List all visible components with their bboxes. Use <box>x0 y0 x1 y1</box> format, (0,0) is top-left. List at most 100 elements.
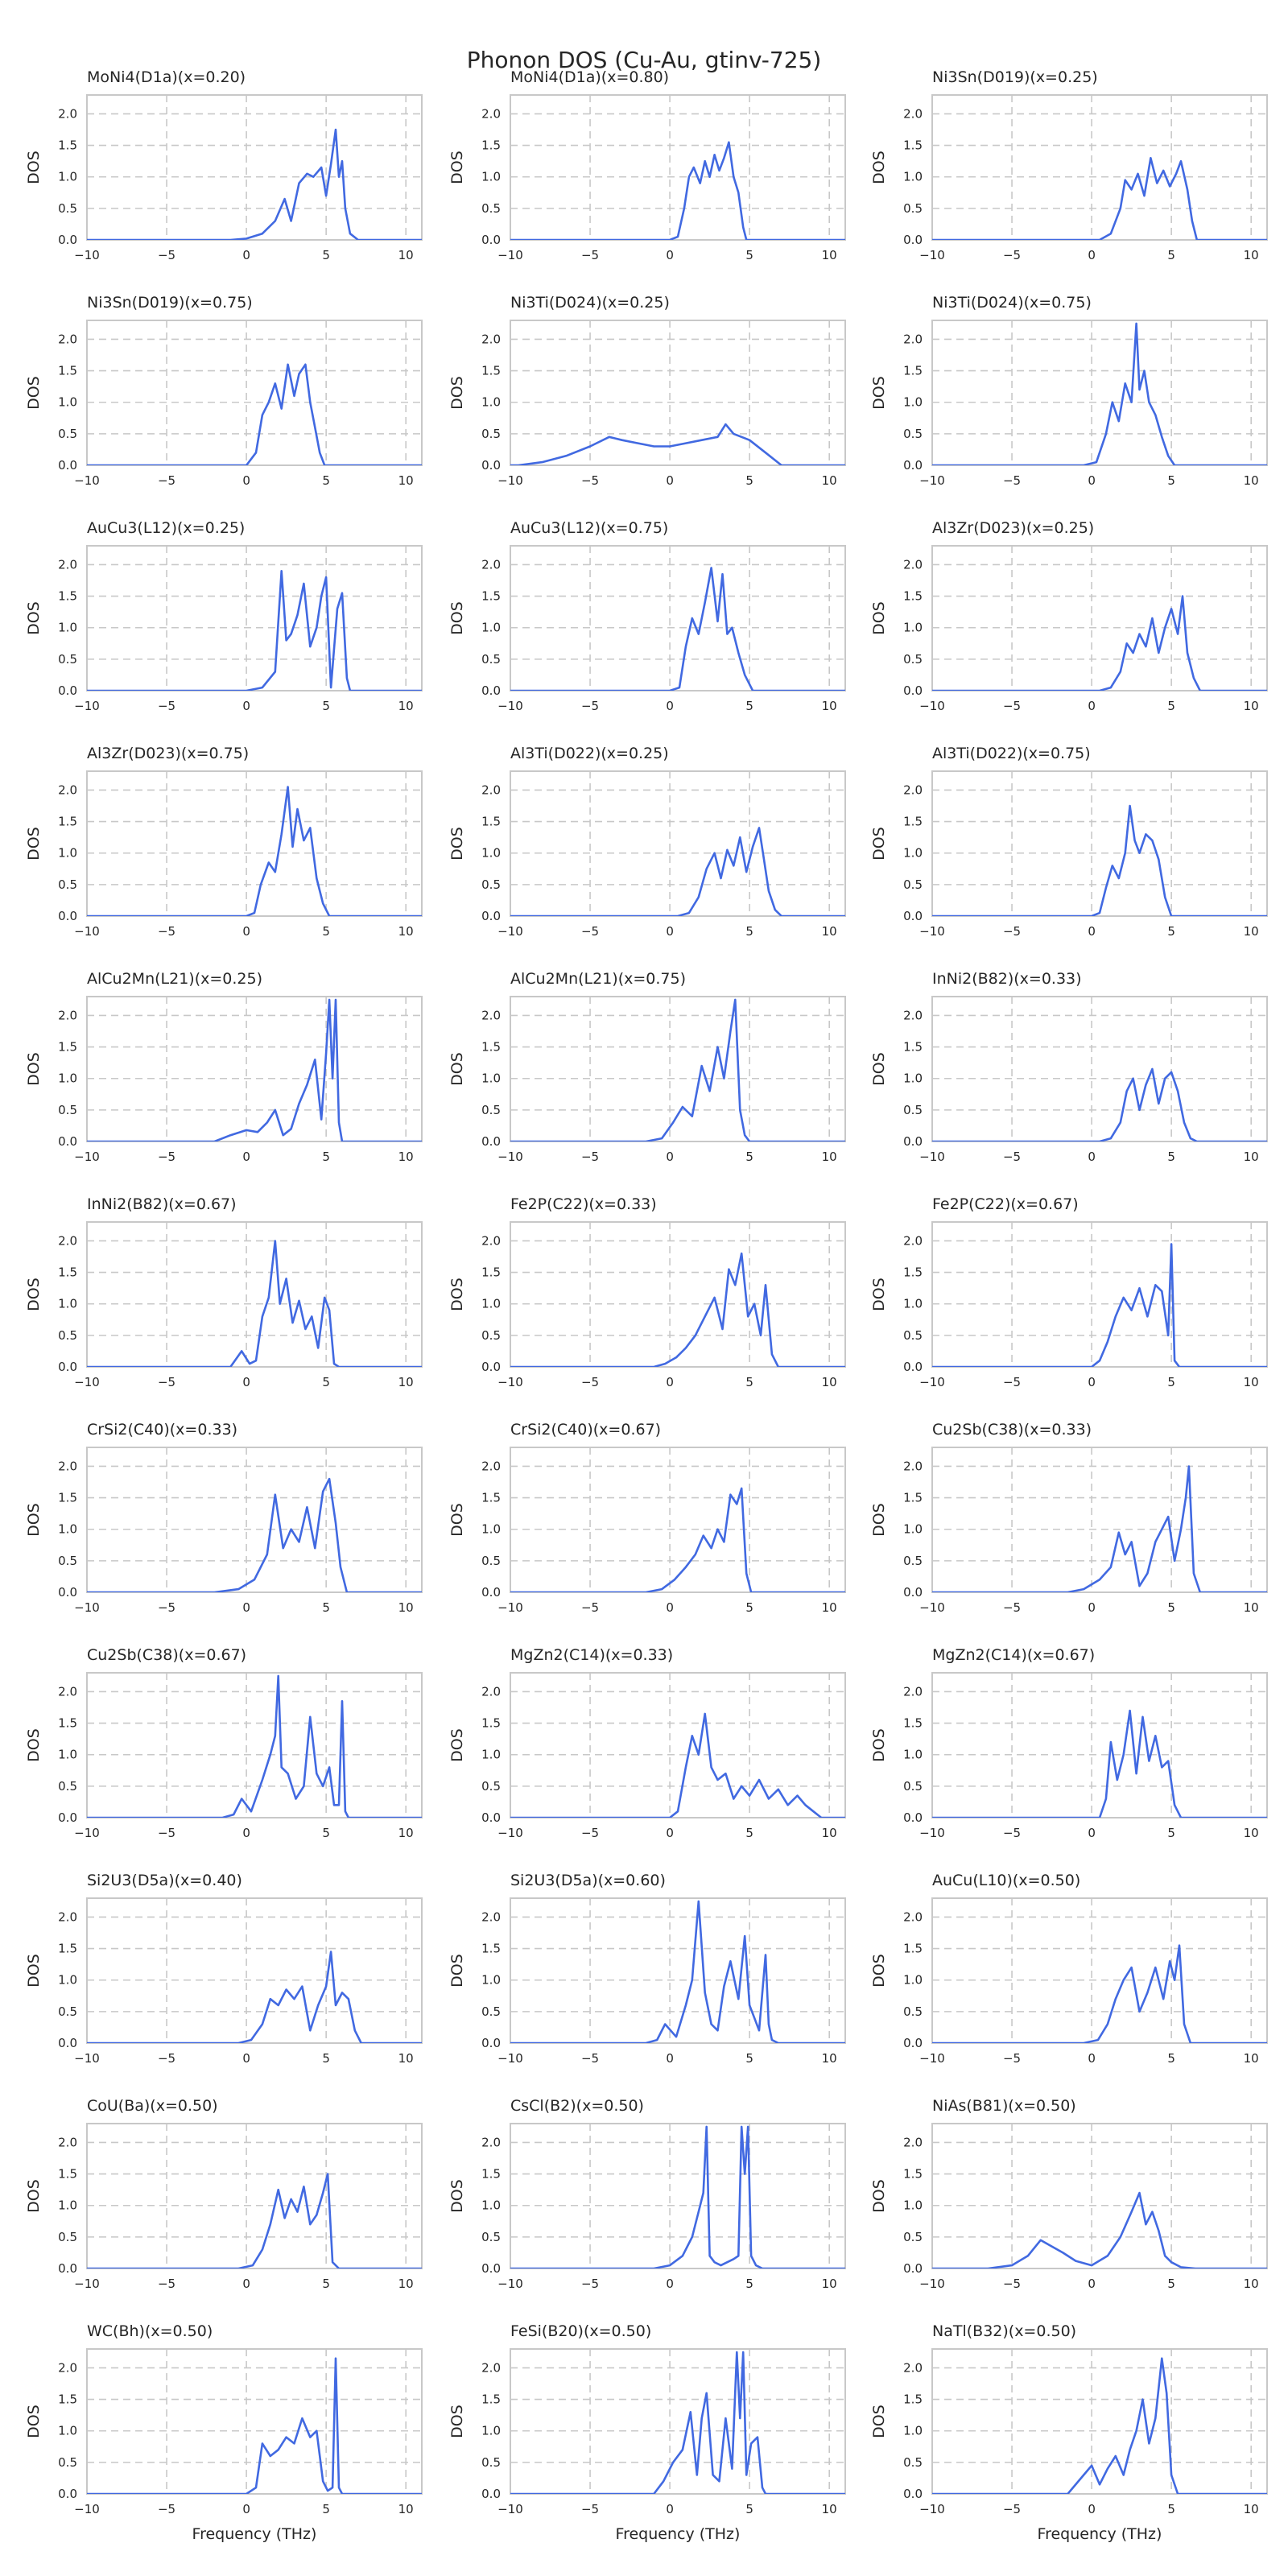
dos-curve <box>932 2191 1267 2268</box>
y-tick-label: 1.5 <box>58 815 77 829</box>
y-axis-label: DOS <box>25 151 43 184</box>
x-tick-label: 0 <box>242 1150 250 1164</box>
y-axis-label: DOS <box>25 1503 43 1537</box>
x-tick-label: −10 <box>497 2277 523 2291</box>
panel-title: MgZn2(C14)(x=0.67) <box>932 1646 1095 1664</box>
x-tick-label: −10 <box>919 473 945 488</box>
y-tick-label: 0.5 <box>481 427 501 441</box>
plot-frame <box>510 94 846 241</box>
x-tick-label: 10 <box>822 1375 837 1389</box>
dos-panel: −10 −5 0 5 10 0.0 0.5 1.0 1.5 2.0 Ni3Sn(D019)(x=0.… <box>870 68 1268 262</box>
x-tick-label: 0 <box>666 924 674 939</box>
plot-frame <box>510 1897 846 2044</box>
dos-curve <box>87 1951 422 2043</box>
plot-frame <box>86 1447 423 1593</box>
y-tick-label: 1.5 <box>481 815 501 829</box>
y-tick-label: 1.0 <box>481 846 501 861</box>
x-tick-label: −10 <box>74 1826 100 1840</box>
x-tick-label: 5 <box>322 248 330 262</box>
y-tick-label: 2.0 <box>481 1008 501 1022</box>
x-tick-label: −10 <box>919 1826 945 1840</box>
y-tick-label: 0.0 <box>903 2487 923 2501</box>
x-tick-label: 10 <box>1244 1600 1259 1615</box>
dos-panel: −10 −5 0 5 10 0.0 0.5 1.0 1.5 2.0 Cu2Sb(C38)(x=0.6… <box>25 1646 423 1840</box>
y-tick-label: 2.0 <box>481 1684 501 1699</box>
x-tick-label: 0 <box>1088 248 1096 262</box>
y-tick-label: 1.5 <box>481 1942 501 1956</box>
x-tick-label: 0 <box>1088 1150 1096 1164</box>
x-tick-label: 10 <box>1244 2277 1259 2291</box>
y-axis-label: DOS <box>25 601 43 635</box>
x-tick-label: 0 <box>666 2502 674 2516</box>
x-tick-label: −5 <box>581 248 599 262</box>
panel-title: Ni3Ti(D024)(x=0.25) <box>510 294 670 312</box>
dos-curve <box>87 128 422 240</box>
x-tick-label: 0 <box>242 1375 250 1389</box>
x-tick-label: 0 <box>1088 1600 1096 1615</box>
dos-panel: −10 −5 0 5 10 0.0 0.5 1.0 1.5 2.0 Cu2Sb(C38)(x=0.3… <box>870 1421 1268 1615</box>
y-tick-label: 2.0 <box>58 1909 77 1924</box>
panel-title: AuCu3(L12)(x=0.25) <box>87 519 245 537</box>
dos-panel: −10 −5 0 5 10 0.0 0.5 1.0 1.5 2.0 Fe2P(C22)(x=0.33… <box>448 1195 846 1389</box>
dos-curve <box>932 322 1267 465</box>
y-tick-label: 1.5 <box>58 364 77 378</box>
dos-curve <box>932 1067 1267 1141</box>
y-tick-label: 2.0 <box>481 1909 501 1924</box>
plot-frame <box>931 2123 1268 2269</box>
dos-curve <box>87 1477 422 1592</box>
x-tick-label: 5 <box>745 2502 753 2516</box>
y-tick-label: 1.0 <box>58 170 77 184</box>
y-axis-label: DOS <box>448 1052 466 1086</box>
plot-frame <box>510 770 846 917</box>
panel-title: CsCl(B2)(x=0.50) <box>510 2097 644 2115</box>
y-tick-label: 0.5 <box>481 201 501 216</box>
y-axis-label: DOS <box>25 376 43 410</box>
x-tick-label: −5 <box>1003 1150 1021 1164</box>
x-tick-label: −10 <box>497 1375 523 1389</box>
x-tick-label: 0 <box>1088 2051 1096 2066</box>
y-tick-label: 0.0 <box>903 2036 923 2050</box>
y-tick-label: 1.5 <box>903 1265 923 1280</box>
x-tick-label: −5 <box>1003 248 1021 262</box>
x-tick-label: 10 <box>398 2277 414 2291</box>
dos-panel: −10 −5 0 5 10 0.0 0.5 1.0 1.5 2.0 AlCu2Mn(L21)(x=0… <box>448 970 846 1164</box>
y-tick-label: 1.0 <box>903 170 923 184</box>
y-tick-label: 0.0 <box>58 1360 77 1374</box>
y-axis-label: DOS <box>25 1052 43 1086</box>
x-tick-label: −5 <box>158 248 175 262</box>
x-tick-label: −5 <box>581 2277 599 2291</box>
y-axis-label: DOS <box>870 1954 888 1988</box>
y-tick-label: 1.0 <box>481 395 501 410</box>
y-tick-label: 0.0 <box>903 683 923 698</box>
dos-panel: −10 −5 0 5 10 0.0 0.5 1.0 1.5 2.0 Ni3Ti(D024)(x=0.… <box>870 294 1268 488</box>
y-tick-label: 0.0 <box>903 2261 923 2276</box>
x-tick-label: −10 <box>497 699 523 713</box>
y-tick-label: 1.5 <box>481 589 501 604</box>
y-tick-label: 0.5 <box>481 2455 501 2470</box>
y-tick-label: 0.5 <box>481 652 501 667</box>
dos-curve <box>510 1487 845 1592</box>
y-tick-label: 2.0 <box>903 1459 923 1473</box>
y-tick-label: 1.5 <box>481 2167 501 2182</box>
panel-title: CrSi2(C40)(x=0.33) <box>87 1421 237 1439</box>
panel-title: MoNi4(D1a)(x=0.80) <box>510 68 669 86</box>
y-axis-label: DOS <box>448 151 466 184</box>
panel-title: Fe2P(C22)(x=0.33) <box>510 1195 657 1213</box>
panel-title: InNi2(B82)(x=0.67) <box>87 1195 237 1213</box>
y-axis-label: DOS <box>448 601 466 635</box>
y-tick-label: 0.5 <box>58 2004 77 2019</box>
y-tick-label: 2.0 <box>481 332 501 346</box>
panel-title: CoU(Ba)(x=0.50) <box>87 2097 218 2115</box>
plot-frame <box>931 1897 1268 2044</box>
dos-panel: −10 −5 0 5 10 0.0 0.5 1.0 1.5 2.0 CsCl(B2)(x=0.50)… <box>448 2097 846 2291</box>
x-tick-label: 0 <box>1088 473 1096 488</box>
x-tick-label: −5 <box>158 2051 175 2066</box>
y-tick-label: 0.5 <box>58 2230 77 2244</box>
dos-panel: −10 −5 0 5 10 0.0 0.5 1.0 1.5 2.0 Ni3Sn(D019)(x=0.… <box>25 294 423 488</box>
dos-curve <box>510 2125 845 2268</box>
x-tick-label: 5 <box>322 699 330 713</box>
dos-curve <box>932 1243 1267 1367</box>
y-axis-label: DOS <box>448 1954 466 1988</box>
dos-panel: −10 −5 0 5 10 0.0 0.5 1.0 1.5 2.0 NiAs(B81)(x=0.50… <box>870 2097 1268 2291</box>
